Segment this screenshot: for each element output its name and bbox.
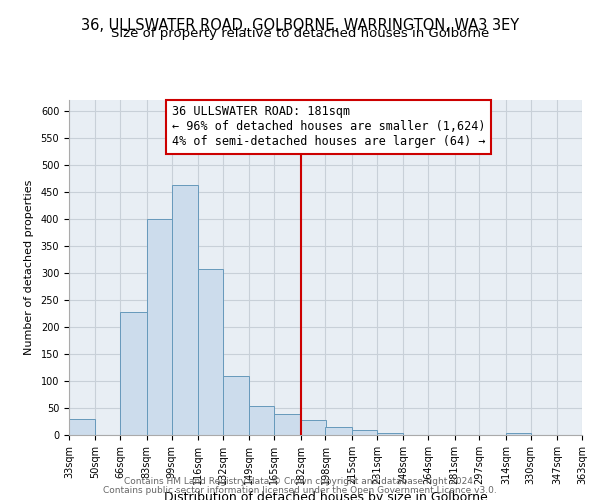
- Bar: [274, 414, 301, 435]
- Bar: [377, 433, 403, 435]
- Text: Size of property relative to detached houses in Golborne: Size of property relative to detached ho…: [111, 28, 489, 40]
- Text: Contains HM Land Registry data © Crown copyright and database right 2024.: Contains HM Land Registry data © Crown c…: [124, 477, 476, 486]
- Text: 36 ULLSWATER ROAD: 181sqm
← 96% of detached houses are smaller (1,624)
4% of sem: 36 ULLSWATER ROAD: 181sqm ← 96% of detac…: [172, 106, 485, 148]
- Bar: [198, 268, 223, 435]
- Y-axis label: Number of detached properties: Number of detached properties: [24, 180, 34, 355]
- Bar: [147, 219, 172, 435]
- Text: 36, ULLSWATER ROAD, GOLBORNE, WARRINGTON, WA3 3EY: 36, ULLSWATER ROAD, GOLBORNE, WARRINGTON…: [81, 18, 519, 32]
- Bar: [325, 428, 352, 435]
- X-axis label: Distribution of detached houses by size in Golborne: Distribution of detached houses by size …: [164, 491, 487, 500]
- Bar: [352, 430, 377, 435]
- Bar: [250, 406, 274, 435]
- Text: Contains public sector information licensed under the Open Government Licence v3: Contains public sector information licen…: [103, 486, 497, 495]
- Bar: [69, 419, 95, 435]
- Bar: [120, 312, 147, 435]
- Bar: [172, 186, 198, 435]
- Bar: [301, 420, 325, 435]
- Bar: [506, 434, 530, 435]
- Bar: [223, 376, 250, 435]
